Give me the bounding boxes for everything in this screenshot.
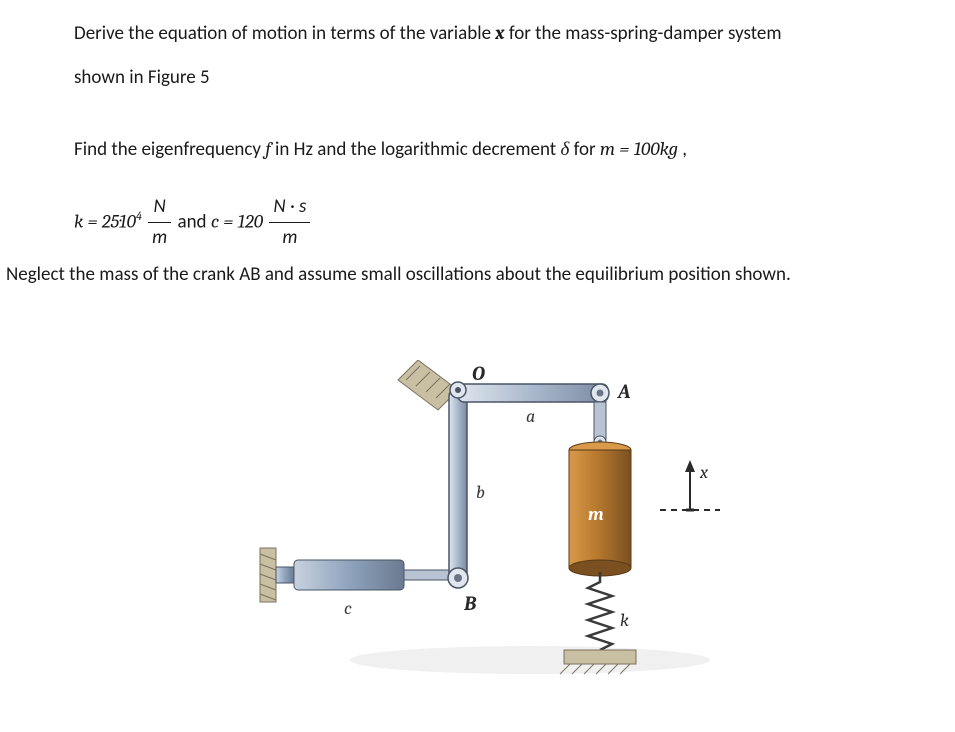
wall-damper xyxy=(260,548,276,602)
label-k: k xyxy=(620,610,629,631)
joint-B-dot xyxy=(454,574,462,582)
text-line3b: in Hz and the logarithmic decrement xyxy=(271,138,561,161)
link-A-mass xyxy=(594,402,606,448)
crank-OB xyxy=(449,390,467,585)
frac-c-den: m xyxy=(269,223,310,253)
label-b: b xyxy=(476,482,485,503)
pivot-O-dot xyxy=(455,387,461,393)
page: Derive the equation of motion in terms o… xyxy=(0,0,955,732)
label-O: O xyxy=(472,362,485,385)
frac-k-den: m xyxy=(148,223,171,253)
text-line3a: Find the eigenfrequency xyxy=(74,138,265,161)
text-line5: Neglect the mass of the crank AB and ass… xyxy=(6,263,791,286)
var-x: x xyxy=(495,22,504,44)
figure-svg: O A B a b c m k x xyxy=(220,360,740,720)
label-x: x xyxy=(699,462,709,483)
text-line1b: for the mass-spring-damper system xyxy=(505,22,782,45)
frac-c-num: N · s xyxy=(269,192,310,223)
frac-k-num: N xyxy=(148,192,171,223)
label-B: B xyxy=(463,592,477,615)
joint-A-dot xyxy=(597,390,604,397)
label-A: A xyxy=(616,380,631,403)
eq-k-lhs: k = 25·10 xyxy=(74,210,136,232)
paragraph-3: Neglect the mass of the crank AB and ass… xyxy=(6,260,951,290)
eq-m: m = 100kg xyxy=(600,138,678,160)
paragraph-2: Find the eigenfrequency f in Hz and the … xyxy=(74,134,954,165)
text-line1a: Derive the equation of motion in terms o… xyxy=(74,22,495,45)
crank-OA xyxy=(458,384,608,402)
comma: , xyxy=(678,138,687,161)
figure-5: O A B a b c m k x xyxy=(220,360,740,720)
frac-c: N · s m xyxy=(269,192,310,254)
var-delta: δ xyxy=(560,138,569,160)
label-m: m xyxy=(588,504,604,525)
label-a: a xyxy=(526,406,535,427)
eq-k-exp: 4 xyxy=(136,209,142,223)
shadow xyxy=(350,646,710,674)
text-line2: shown in Figure 5 xyxy=(74,66,210,89)
frac-k: N m xyxy=(148,192,171,254)
label-c: c xyxy=(344,598,352,619)
text-line3c: for xyxy=(569,138,600,161)
eq-c-lhs: c = 120 xyxy=(211,210,263,232)
paragraph-1: Derive the equation of motion in terms o… xyxy=(74,18,934,94)
equation-line: k = 25·104 N m and c = 120 N · s m xyxy=(74,192,312,254)
and-word: and xyxy=(177,210,210,233)
